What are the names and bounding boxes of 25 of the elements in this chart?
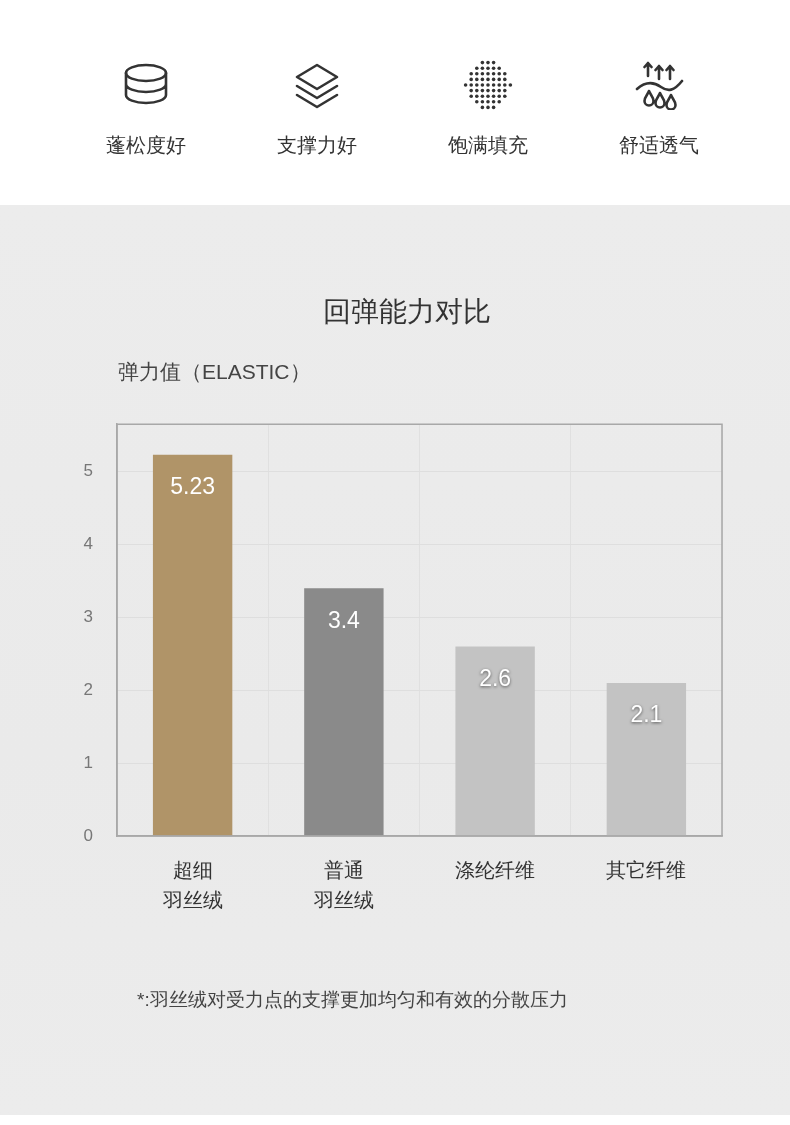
x-tick-label: 其它纤维 xyxy=(606,858,687,881)
y-axis-title: 弹力值（ELASTIC） xyxy=(118,360,311,384)
y-tick-label: 1 xyxy=(83,752,93,772)
x-tick-label: 涤纶纤维 xyxy=(455,858,536,881)
x-tick-label: 普通羽丝绒 xyxy=(312,858,374,911)
data-label: 5.23 xyxy=(170,473,216,500)
y-tick-label: 5 xyxy=(83,461,93,481)
text: 蓬松度好 xyxy=(104,133,187,157)
chart-title: 回弹能力对比 xyxy=(322,296,492,328)
y-tick-label: 3 xyxy=(83,607,93,627)
y-tick-label: 2 xyxy=(83,679,93,699)
x-tick-label: 超细羽丝绒 xyxy=(161,858,223,911)
text: 舒适透气 xyxy=(617,133,700,157)
data-label: 3.4 xyxy=(327,606,361,633)
text: 饱满填充 xyxy=(446,133,529,157)
text: *:羽丝绒对受力点的支撑更加均匀和有效的分散压力 xyxy=(137,989,568,1011)
y-tick-label: 4 xyxy=(83,534,93,554)
bar xyxy=(304,588,384,836)
data-label: 2.6 xyxy=(479,664,512,691)
data-label: 2.1 xyxy=(630,701,663,728)
text: 支撑力好 xyxy=(275,133,358,157)
y-tick-label: 0 xyxy=(83,825,93,845)
bar xyxy=(152,454,233,836)
bar xyxy=(606,682,687,836)
bar xyxy=(455,646,535,836)
